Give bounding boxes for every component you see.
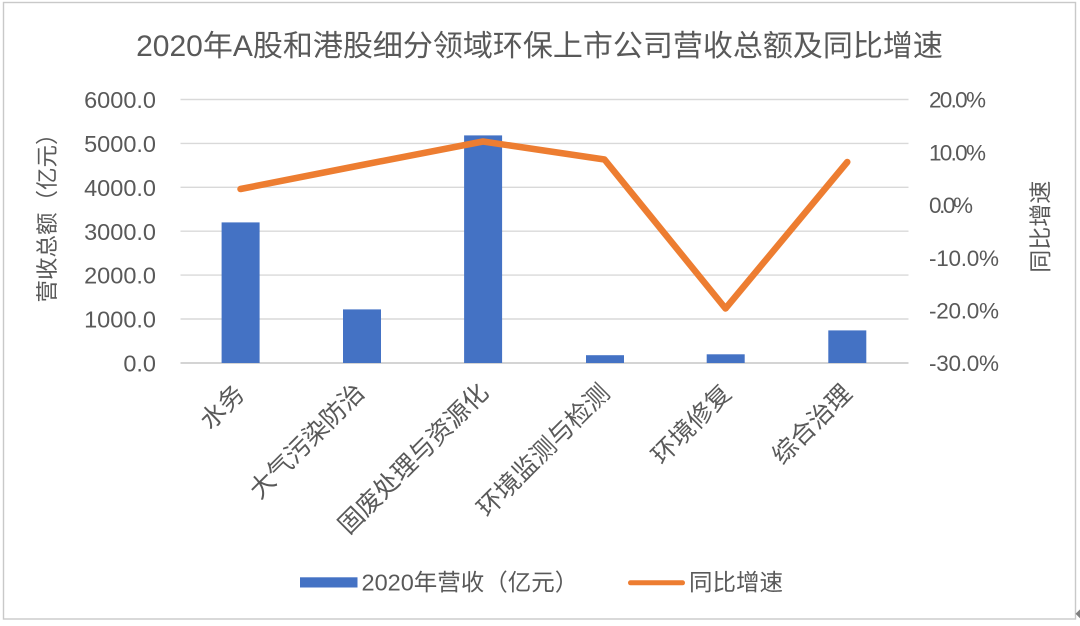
svg-text:5000.0: 5000.0	[84, 131, 156, 157]
svg-text:10.0%: 10.0%	[929, 140, 986, 165]
svg-text:0.0: 0.0	[123, 351, 156, 377]
svg-text:同比增速: 同比增速	[689, 570, 783, 596]
svg-text:1000.0: 1000.0	[84, 307, 156, 333]
svg-text:2000.0: 2000.0	[84, 263, 156, 289]
svg-text:0.0%: 0.0%	[929, 193, 973, 218]
svg-text:-10.0%: -10.0%	[929, 246, 999, 271]
svg-text:2020年营收（亿元）: 2020年营收（亿元）	[362, 570, 579, 596]
svg-text:4000.0: 4000.0	[84, 175, 156, 201]
svg-text:-20.0%: -20.0%	[929, 299, 999, 324]
svg-text:营收总额（亿元）: 营收总额（亿元）	[35, 122, 60, 302]
svg-text:2020年A股和港股细分领域环保上市公司营收总额及同比增速: 2020年A股和港股细分领域环保上市公司营收总额及同比增速	[136, 30, 943, 63]
svg-text:同比增速: 同比增速	[1028, 181, 1054, 273]
svg-text:6000.0: 6000.0	[84, 87, 156, 113]
svg-text:20.0%: 20.0%	[929, 88, 986, 113]
svg-text:-30.0%: -30.0%	[929, 351, 999, 376]
svg-text:3000.0: 3000.0	[84, 219, 156, 245]
